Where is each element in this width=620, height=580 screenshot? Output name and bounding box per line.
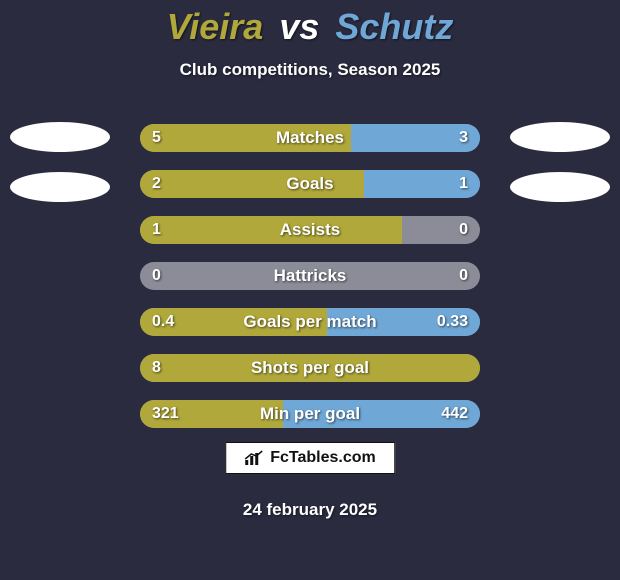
stat-row: Matches5 3: [140, 124, 480, 152]
subtitle: Club competitions, Season 2025: [0, 60, 620, 80]
stat-label: Goals: [140, 170, 480, 198]
stat-value-player1: 0.4: [152, 308, 174, 336]
vs-word: vs: [279, 6, 319, 47]
stat-label: Assists: [140, 216, 480, 244]
player2-badge-oval: [510, 122, 610, 152]
player1-name: Vieira: [167, 6, 264, 47]
stat-value-player1: 2: [152, 170, 161, 198]
stat-value-player1: 0: [152, 262, 161, 290]
stat-value-player2: 0: [459, 262, 468, 290]
title-row: Vieira vs Schutz: [0, 6, 620, 48]
stat-label: Hattricks: [140, 262, 480, 290]
player1-badge-oval: [10, 172, 110, 202]
player1-badge-oval: [10, 122, 110, 152]
stat-row: Shots per goal8: [140, 354, 480, 382]
stat-row: Goals2 1: [140, 170, 480, 198]
stat-row: Goals per match0.4 0.33: [140, 308, 480, 336]
player2-badge-oval: [510, 172, 610, 202]
stat-value-player1: 1: [152, 216, 161, 244]
stat-value-player2: 0.33: [437, 308, 468, 336]
stat-label: Matches: [140, 124, 480, 152]
date-text: 24 february 2025: [0, 500, 620, 520]
stat-value-player2: 0: [459, 216, 468, 244]
stat-row: Hattricks0 0: [140, 262, 480, 290]
stat-label: Shots per goal: [140, 354, 480, 382]
source-text: FcTables.com: [270, 449, 376, 467]
player2-name: Schutz: [335, 6, 453, 47]
stat-row: Assists1 0: [140, 216, 480, 244]
stat-label: Min per goal: [140, 400, 480, 428]
stat-label: Goals per match: [140, 308, 480, 336]
stat-row: Min per goal321 442: [140, 400, 480, 428]
stat-value-player1: 321: [152, 400, 179, 428]
source-badge: FcTables.com: [225, 442, 395, 474]
stat-value-player1: 8: [152, 354, 161, 382]
chart-icon: [244, 450, 264, 466]
stat-value-player2: 1: [459, 170, 468, 198]
stat-value-player1: 5: [152, 124, 161, 152]
comparison-card: Vieira vs Schutz Club competitions, Seas…: [0, 0, 620, 580]
stat-rows: Matches53Goals21Assists10Hattricks00Goal…: [140, 124, 480, 446]
stat-value-player2: 3: [459, 124, 468, 152]
stat-value-player2: 442: [441, 400, 468, 428]
